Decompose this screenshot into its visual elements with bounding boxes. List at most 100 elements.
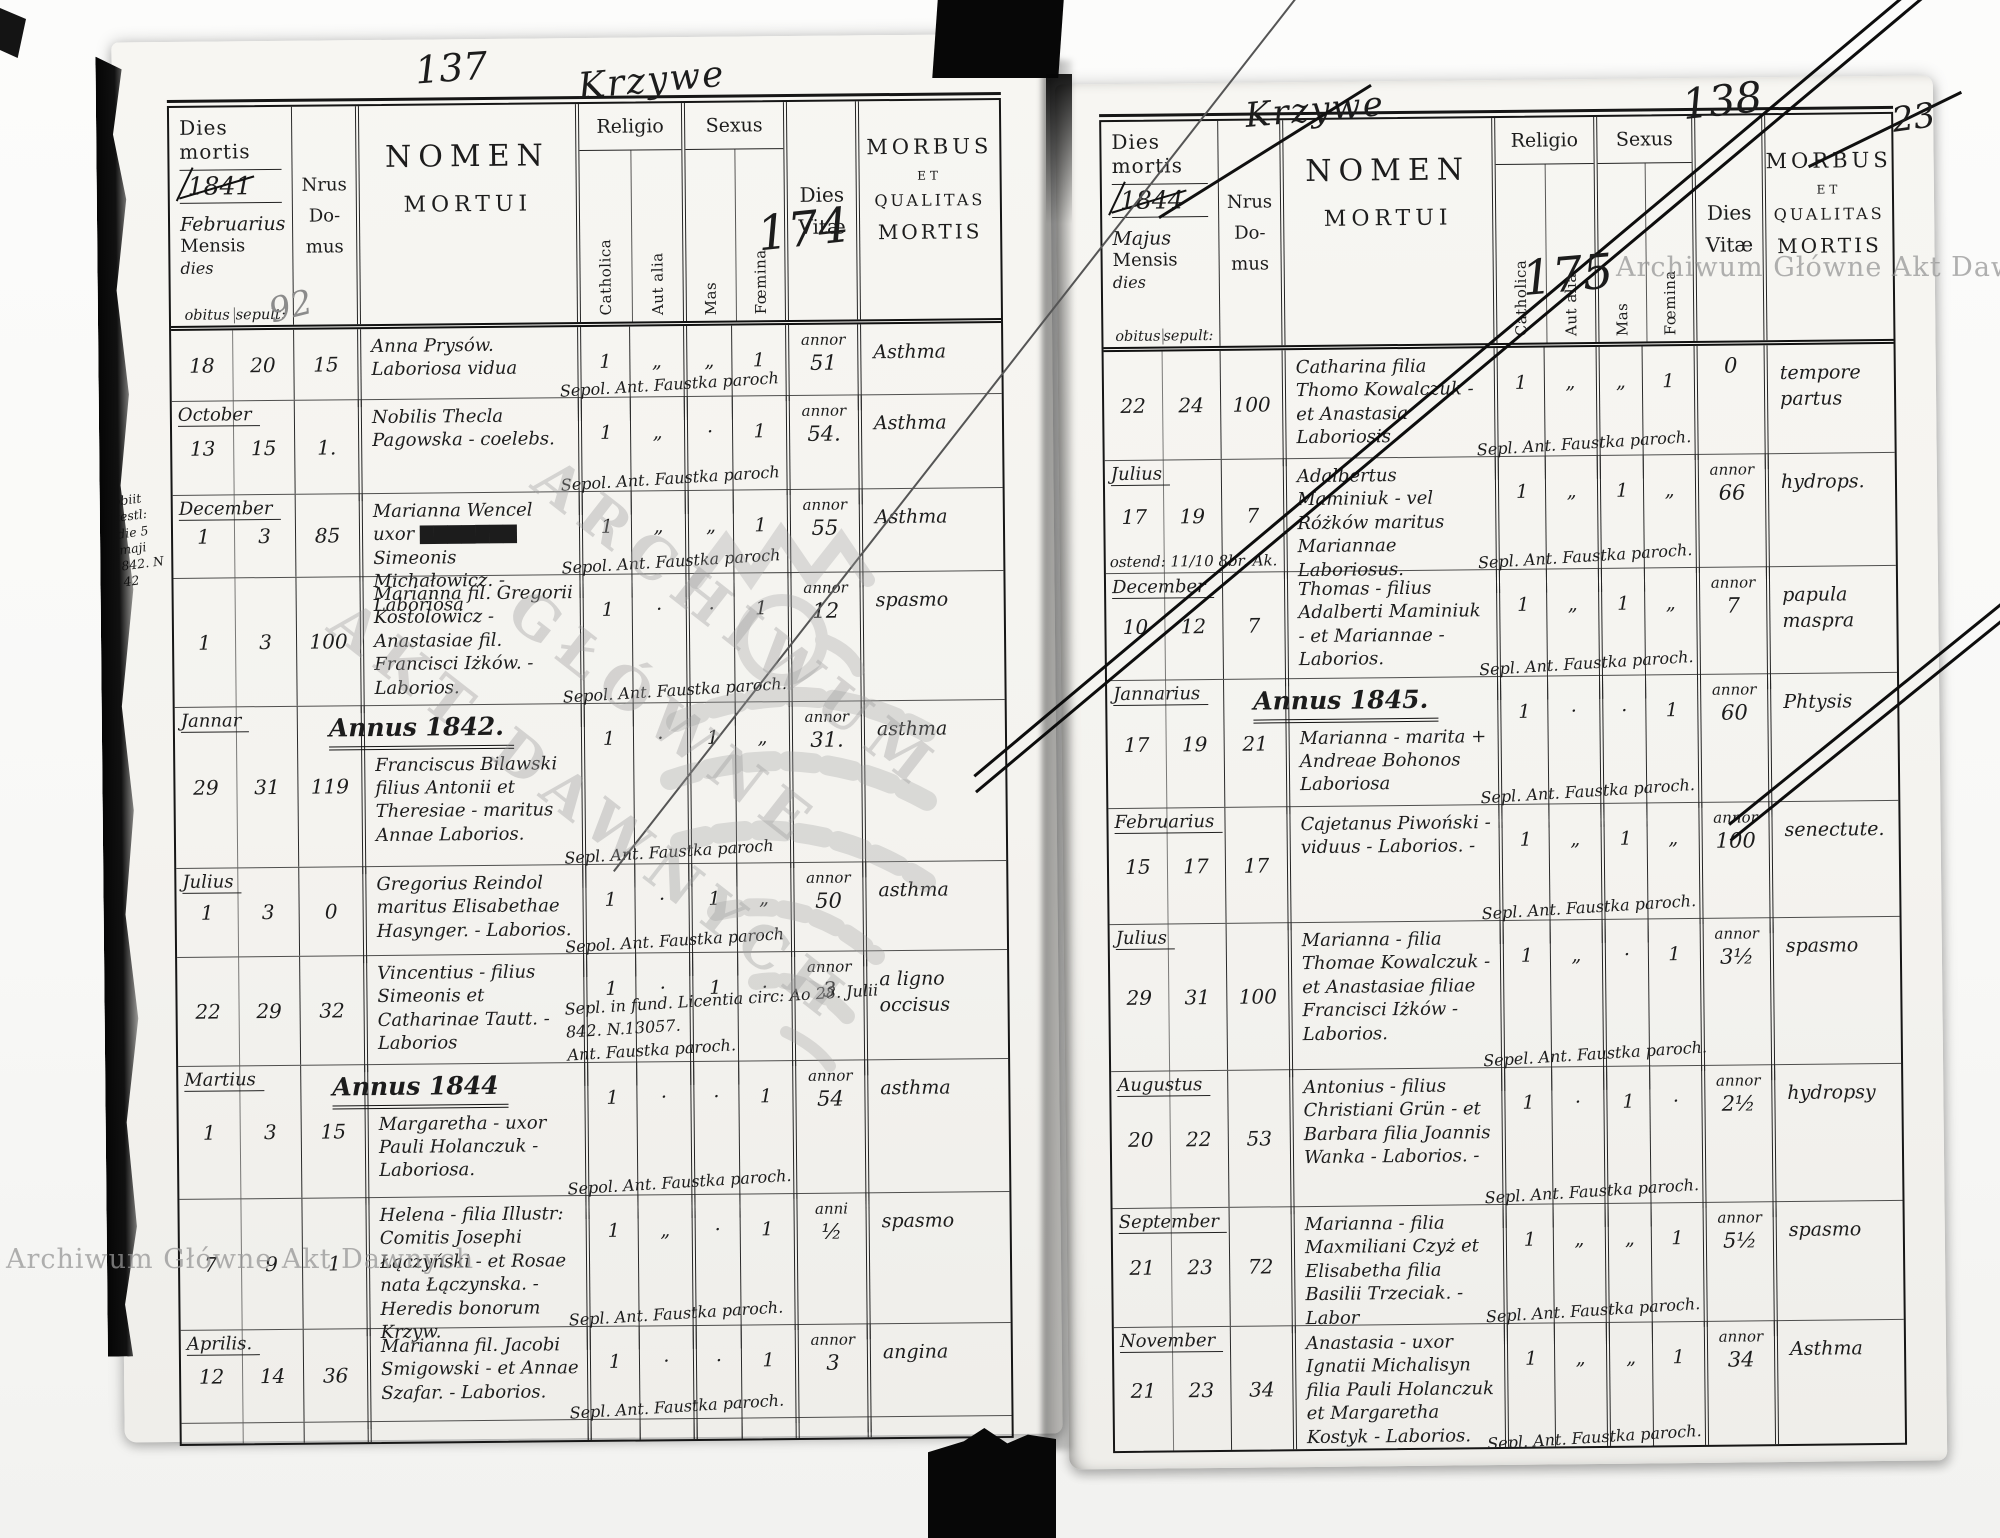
name-of-deceased: Marianna - filia Thomae Kowalczuk - et A… bbox=[1287, 921, 1502, 1078]
month-label: September bbox=[1118, 1210, 1228, 1235]
mark-foemina: 1 bbox=[1647, 918, 1702, 1090]
death-burial-dates: October 13 15 bbox=[172, 401, 295, 495]
year-section-header: Annus 1844 bbox=[332, 1069, 509, 1109]
cause-of-death: spasmo bbox=[1772, 1200, 1904, 1337]
col-dies-mortis: Dies mortis 1844 Majus Mensis dies obitu… bbox=[1101, 121, 1219, 347]
name-text: Marianna - filia Thomae Kowalczuk - et A… bbox=[1301, 928, 1491, 1045]
month-label: Augustus bbox=[1117, 1074, 1225, 1098]
house-number: 100 bbox=[1219, 350, 1283, 459]
month-label: November bbox=[1119, 1329, 1228, 1354]
subcol-mas: Mas bbox=[685, 150, 735, 321]
name-text: Anastasia - uxor Ignatii Michalisyn fili… bbox=[1305, 1331, 1495, 1448]
cause-of-death: tempore partus bbox=[1763, 343, 1895, 470]
month-label: Julius bbox=[1115, 927, 1224, 951]
name-of-deceased: Gregorius Reindol maritus Elisabethae Ha… bbox=[362, 865, 584, 964]
age-value: 34 bbox=[1727, 1347, 1755, 1372]
death-burial-dates: Julius 29 31 bbox=[1110, 924, 1228, 1071]
name-text: Franciscus Bilawski filius Antonii et Th… bbox=[375, 752, 558, 846]
death-burial-dates: 7 9 bbox=[179, 1199, 302, 1330]
name-of-deceased: Annus 1844 Margaretha - uxor Pauli Holan… bbox=[332, 1063, 586, 1206]
name-text: Nobilis Thecla Pagowska - coelebs. bbox=[371, 405, 555, 452]
death-burial-dates: 22 24 bbox=[1104, 351, 1221, 460]
name-text: Marianna fil. Gregorii Kostolowicz - Ana… bbox=[373, 582, 573, 699]
sepult-sublabel: sepult: bbox=[1162, 327, 1214, 345]
name-text: Marianna fil. Jacobi Smigowski - et Anna… bbox=[380, 1334, 579, 1404]
sexus-label: Sexus bbox=[684, 102, 784, 151]
table-body-right: 22 24 100 Catharina filia Thomo Kowalczu… bbox=[1103, 343, 1906, 1452]
house-number: 53 bbox=[1227, 1070, 1291, 1207]
house-number: 100 bbox=[1225, 923, 1290, 1070]
mus-label: mus bbox=[305, 235, 344, 258]
death-burial-dates: November 21 23 bbox=[1114, 1327, 1231, 1451]
register-entry-row: 18 20 15 Anna Prysów. Laboriosa vidua 1 … bbox=[171, 323, 1002, 422]
empty-cell bbox=[1705, 1448, 1776, 1449]
page-number-138: 138 bbox=[1679, 71, 1765, 130]
obitus-sublabel: obitus bbox=[1115, 328, 1161, 346]
cause-of-death: hydrops. bbox=[1764, 452, 1897, 583]
register-entry-row: 1 3 100 Marianna fil. Gregorii Kostolowi… bbox=[173, 570, 1005, 728]
age-unit-label: annor bbox=[806, 868, 851, 887]
name-text: Margaretha - uxor Pauli Holanczuk - Labo… bbox=[378, 1111, 547, 1182]
age-unit-label bbox=[1698, 351, 1764, 352]
et-label: ET bbox=[1816, 182, 1842, 197]
name-text: Antonius - filius Christiani Grün - et B… bbox=[1303, 1075, 1491, 1169]
register-entry-row: Julius 17 19 7 Adalbertus Maminiuk - vel… bbox=[1104, 452, 1897, 594]
month-label: October bbox=[177, 404, 292, 427]
name-of-deceased: Marianna fil. Jacobi Smigowski - et Anna… bbox=[366, 1327, 588, 1430]
cause-of-death: papula maspra bbox=[1765, 565, 1898, 690]
register-entry-row: Julius 29 31 100 Marianna - filia Thomae… bbox=[1109, 916, 1902, 1092]
age-value: 3½ bbox=[1719, 944, 1754, 969]
age-value: 31. bbox=[810, 727, 844, 752]
religio-label: Religio bbox=[578, 103, 682, 152]
dies-label: dies bbox=[1112, 272, 1146, 293]
month-annotation: Majus bbox=[1112, 227, 1172, 251]
register-entry-row: Jannarius 17 19 21 Annus 1845. Marianna … bbox=[1107, 672, 1899, 829]
year-section-header: Annus 1845. bbox=[1253, 683, 1439, 724]
dies-mortis-label: Dies mortis bbox=[179, 115, 251, 164]
register-entry-row: Februarius 15 17 17 Cajetanus Piwoński -… bbox=[1108, 800, 1900, 945]
death-burial-dates: Februarius 15 17 bbox=[1108, 808, 1225, 924]
age-unit-label: annor bbox=[806, 957, 852, 976]
house-number: 36 bbox=[302, 1329, 368, 1422]
house-number: 17 bbox=[1224, 807, 1288, 923]
obitus-date: 1 bbox=[198, 630, 212, 655]
age-unit-label: annor bbox=[801, 401, 847, 420]
register-entry-row: Martius 1 3 15 Annus 1844 Margaretha - u… bbox=[178, 1058, 1010, 1220]
register-entry-row: Jannar 29 31 119 Annus 1842. Franciscus … bbox=[174, 699, 1007, 889]
register-entry-row: 22 29 32 Vincentius - filius Simeonis et… bbox=[177, 949, 1009, 1087]
name-of-deceased: Marianna fil. Gregorii Kostolowicz - Ana… bbox=[359, 575, 581, 714]
age-unit-label: annor bbox=[1711, 680, 1757, 699]
nomen-label: NOMEN bbox=[384, 138, 550, 175]
name-text: Marianna - marita + Andreae Bohonos Labo… bbox=[1299, 725, 1487, 796]
cause-of-death: spasmo bbox=[865, 1191, 1011, 1340]
death-burial-dates: Aprilis. 12 14 bbox=[181, 1330, 304, 1423]
house-number: 15 bbox=[293, 329, 358, 400]
empty-cell bbox=[1653, 1448, 1706, 1450]
age-unit-label: annor bbox=[1717, 1208, 1763, 1227]
obitus-sublabel: obitus bbox=[184, 307, 230, 324]
empty-cell bbox=[693, 1418, 742, 1440]
name-of-deceased: Cajetanus Piwoński - viduus - Laborios. … bbox=[1286, 805, 1500, 931]
house-number: 7 bbox=[1221, 572, 1286, 679]
age-value: 2½ bbox=[1721, 1091, 1756, 1116]
age-value: 0 bbox=[1723, 353, 1738, 378]
death-burial-dates: December 1 3 bbox=[173, 495, 296, 578]
house-number: 1. bbox=[293, 400, 359, 494]
cause-of-death: asthma bbox=[860, 699, 1007, 878]
empty-cell bbox=[367, 1420, 588, 1443]
age-unit-label: annor bbox=[1715, 1071, 1761, 1090]
sepult-date: 9 bbox=[265, 1251, 279, 1277]
table-body-left: 18 20 15 Anna Prysów. Laboriosa vidua 1 … bbox=[171, 323, 1012, 1444]
name-text: Cajetanus Piwoński - viduus - Laborios. … bbox=[1300, 812, 1491, 859]
house-number: 85 bbox=[294, 494, 360, 577]
register-entry-row: 7 9 1 Helena - filia Illustr: Comitis Jo… bbox=[179, 1191, 1011, 1351]
age-unit-label: annor bbox=[807, 1066, 853, 1085]
empty-cell bbox=[639, 1419, 694, 1440]
death-burial-dates: 18 20 bbox=[171, 330, 294, 401]
register-entry-row: Augustus 20 22 53 Antonius - filius Chri… bbox=[1111, 1063, 1903, 1229]
death-burial-dates: Julius 1 3 bbox=[176, 868, 299, 957]
mus-label: mus bbox=[1231, 253, 1270, 275]
name-of-deceased: Thomas - filius Adalberti Maminiuk - et … bbox=[1283, 570, 1498, 687]
month-label: Februarius bbox=[1114, 810, 1223, 835]
